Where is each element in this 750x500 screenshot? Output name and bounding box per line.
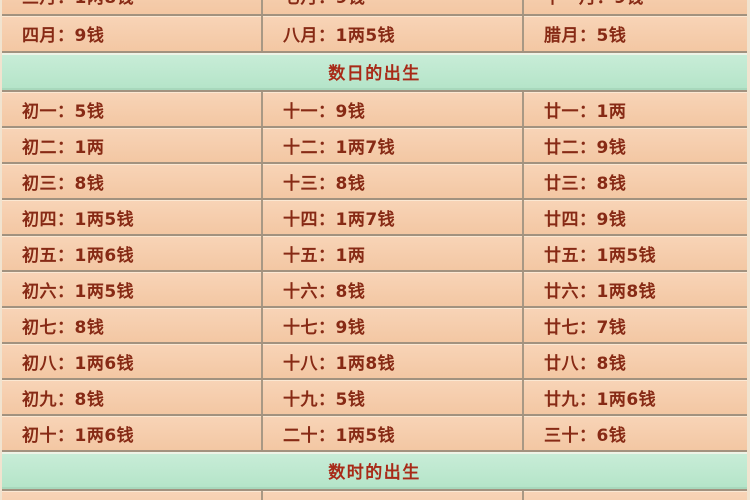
table-cell: 二十：1两5钱 xyxy=(261,416,522,450)
table-cell: 初四：1两5钱 xyxy=(22,209,135,230)
table-cell: 初三：8钱 xyxy=(22,173,105,194)
month-row: 三月：1两8钱 七月：9钱 十一月：9钱 xyxy=(2,0,747,14)
table-cell: 初五：1两6钱 xyxy=(22,245,135,266)
month-row: 四月：9钱 八月：1两5钱 腊月：5钱 xyxy=(2,14,747,51)
table-cell: 十三：8钱 xyxy=(261,164,522,198)
table-cell: 十八：1两8钱 xyxy=(261,344,522,378)
table-cell: 廿二：9钱 xyxy=(522,128,747,162)
table-cell: 廿六：1两8钱 xyxy=(522,272,747,306)
day-row: 初一：5钱 十一：9钱 廿一：1两 xyxy=(2,90,747,126)
table-cell: 廿八：8钱 xyxy=(522,344,747,378)
table-cell: 七月：9钱 xyxy=(261,0,522,14)
table-cell: 八月：1两5钱 xyxy=(261,16,522,51)
section-header-days-label: 数日的出生 xyxy=(328,64,421,84)
day-row: 初八：1两6钱 十八：1两8钱 廿八：8钱 xyxy=(2,342,747,378)
day-row: 初十：1两6钱 二十：1两5钱 三十：6钱 xyxy=(2,414,747,450)
section-header-days: 数日的出生 xyxy=(2,51,747,90)
table-cell: 十一：9钱 xyxy=(261,92,522,126)
day-row: 初六：1两5钱 十六：8钱 廿六：1两8钱 xyxy=(2,270,747,306)
table-cell: 十四：1两7钱 xyxy=(261,200,522,234)
table-cell: 辰时：9钱 xyxy=(261,491,522,500)
table-cell: 四月：9钱 xyxy=(22,26,105,46)
table-cell: 初七：8钱 xyxy=(22,317,105,338)
table-cell: 廿一：1两 xyxy=(522,92,747,126)
table-cell: 十二：1两7钱 xyxy=(261,128,522,162)
table-cell: 初八：1两6钱 xyxy=(22,353,135,374)
table-cell: 申时：8钱 xyxy=(522,491,747,500)
table-cell: 初二：1两 xyxy=(22,137,105,158)
table-cell: 初十：1两6钱 xyxy=(22,425,135,446)
table-cell: 廿四：9钱 xyxy=(522,200,747,234)
section-header-hours-label: 数时的出生 xyxy=(328,463,421,483)
section-header-hours: 数时的出生 xyxy=(2,450,747,489)
table-cell: 十九：5钱 xyxy=(261,380,522,414)
day-row: 初五：1两6钱 十五：1两 廿五：1两5钱 xyxy=(2,234,747,270)
table-cell: 十七：9钱 xyxy=(261,308,522,342)
table-cell: 廿七：7钱 xyxy=(522,308,747,342)
table-cell: 子时：1两6钱 xyxy=(2,491,261,500)
table-cell: 十一月：9钱 xyxy=(522,0,747,14)
day-row: 初九：8钱 十九：5钱 廿九：1两6钱 xyxy=(2,378,747,414)
table-cell: 三月：1两8钱 xyxy=(2,0,261,14)
table-cell: 廿五：1两5钱 xyxy=(522,236,747,270)
table-cell: 三十：6钱 xyxy=(522,416,747,450)
table-cell: 十五：1两 xyxy=(261,236,522,270)
table-cell: 廿九：1两6钱 xyxy=(522,380,747,414)
day-row: 初二：1两 十二：1两7钱 廿二：9钱 xyxy=(2,126,747,162)
day-row: 初四：1两5钱 十四：1两7钱 廿四：9钱 xyxy=(2,198,747,234)
table-cell: 初一：5钱 xyxy=(22,101,105,122)
table-cell: 腊月：5钱 xyxy=(522,16,747,51)
day-row: 初七：8钱 十七：9钱 廿七：7钱 xyxy=(2,306,747,342)
table-cell: 廿三：8钱 xyxy=(522,164,747,198)
hour-row: 子时：1两6钱 辰时：9钱 申时：8钱 xyxy=(2,489,747,500)
table-cell: 十六：8钱 xyxy=(261,272,522,306)
table-cell: 初六：1两5钱 xyxy=(22,281,135,302)
day-row: 初三：8钱 十三：8钱 廿三：8钱 xyxy=(2,162,747,198)
table-cell: 初九：8钱 xyxy=(22,389,105,410)
